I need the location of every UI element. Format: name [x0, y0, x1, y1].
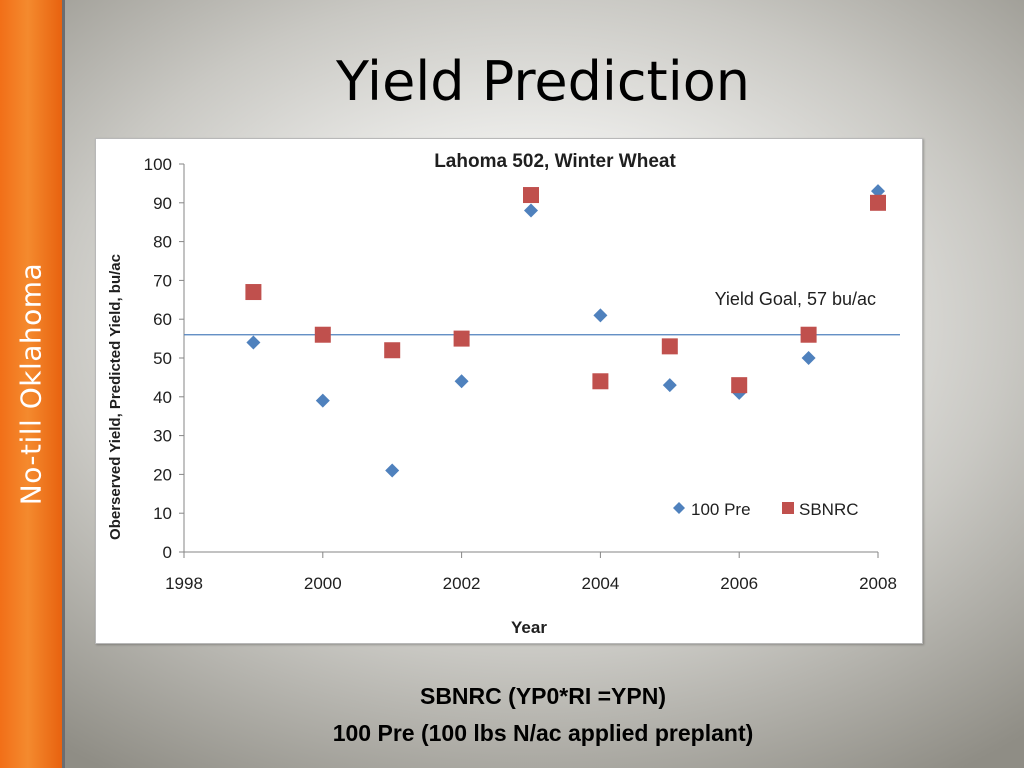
point-sbnrc [661, 338, 678, 355]
point-sbnrc [870, 194, 886, 211]
x-axis-ticks: 1998 2000 2002 2004 2006 2008 [165, 552, 897, 593]
y-axis-ticks: 0 10 20 30 40 50 60 70 80 90 100 [144, 155, 184, 562]
x-axis-label: Year [511, 618, 547, 637]
legend-label-sbnrc: SBNRC [799, 500, 859, 519]
chart-panel: Lahoma 502, Winter Wheat 0 10 20 30 40 50 60 70… [95, 138, 923, 644]
y-tick-label: 40 [153, 388, 172, 407]
point-100-pre [454, 374, 469, 389]
legend-marker-100-pre [673, 502, 685, 514]
y-tick-label: 10 [153, 504, 172, 523]
side-band: No-till Oklahoma [0, 0, 65, 768]
y-tick-label: 50 [153, 349, 172, 368]
point-sbnrc [314, 326, 331, 343]
scatter-chart: Lahoma 502, Winter Wheat 0 10 20 30 40 50 60 70… [107, 151, 900, 637]
x-tick-label: 2006 [720, 574, 758, 593]
x-tick-label: 2008 [859, 574, 897, 593]
caption-100-pre: 100 Pre (100 lbs N/ac applied preplant) [332, 720, 754, 746]
caption-sbnrc: SBNRC (YP0*RI =YPN) [419, 683, 667, 709]
y-tick-label: 0 [163, 543, 172, 562]
point-100-pre [871, 184, 885, 199]
legend: 100 Pre SBNRC [673, 500, 859, 519]
point-sbnrc [592, 373, 609, 390]
x-tick-label: 2002 [443, 574, 481, 593]
point-100-pre [246, 335, 261, 350]
point-sbnrc [384, 342, 401, 359]
point-100-pre [524, 203, 538, 218]
y-tick-label: 60 [153, 310, 172, 329]
point-100-pre [385, 463, 400, 478]
point-100-pre [662, 378, 677, 393]
y-tick-label: 20 [153, 465, 172, 484]
yield-goal-label: Yield Goal, 57 bu/ac [715, 289, 876, 309]
y-tick-label: 70 [153, 271, 172, 290]
y-tick-label: 80 [153, 233, 172, 252]
legend-marker-sbnrc [782, 502, 794, 514]
point-100-pre [315, 393, 330, 408]
x-tick-label: 2004 [581, 574, 619, 593]
data-points [245, 184, 886, 478]
y-axis-label: Oberserved Yield, Predicted Yield, bu/ac [107, 254, 124, 540]
slide-title: Yield Prediction [336, 50, 750, 113]
y-tick-label: 100 [144, 155, 172, 174]
side-label: No-till Oklahoma [14, 262, 48, 506]
point-sbnrc [523, 187, 539, 204]
x-tick-label: 1998 [165, 574, 203, 593]
point-sbnrc [453, 330, 470, 347]
y-tick-label: 90 [153, 194, 172, 213]
point-sbnrc [800, 326, 817, 343]
chart-title: Lahoma 502, Winter Wheat [434, 151, 676, 172]
y-tick-label: 30 [153, 427, 172, 446]
point-sbnrc [731, 377, 748, 394]
x-tick-label: 2000 [304, 574, 342, 593]
point-sbnrc [245, 284, 262, 301]
point-100-pre [593, 308, 608, 323]
point-100-pre [801, 351, 816, 365]
legend-label-100-pre: 100 Pre [691, 500, 751, 519]
